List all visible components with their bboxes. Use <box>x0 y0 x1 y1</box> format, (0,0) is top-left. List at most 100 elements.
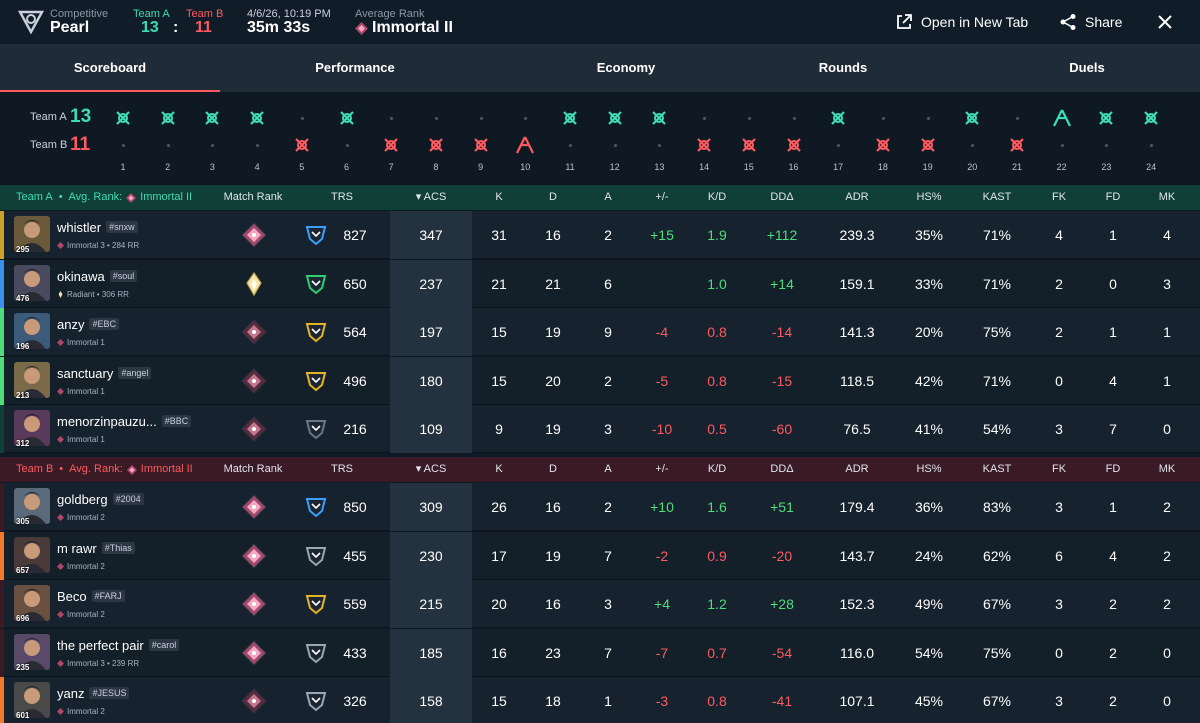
player-name-block[interactable]: the perfect pair #carol <box>57 637 180 653</box>
round-empty-dot <box>524 117 528 120</box>
player-name[interactable]: m rawr <box>57 540 97 556</box>
column-header-d[interactable]: D <box>549 191 557 203</box>
player-name-block[interactable]: whistler #snxw <box>57 220 138 235</box>
column-header-a[interactable]: A <box>604 463 612 475</box>
player-name-block[interactable]: anzy #EBC <box>57 317 119 332</box>
column-header-a[interactable]: A <box>604 191 612 203</box>
player-name[interactable]: the perfect pair <box>57 637 144 653</box>
tab-economy[interactable]: Economy <box>596 60 656 75</box>
player-name[interactable]: anzy <box>57 317 85 332</box>
stat-acs: 309 <box>419 499 443 515</box>
round-empty-dot <box>658 144 662 147</box>
stat-d: 19 <box>545 324 561 340</box>
close-icon[interactable] <box>1158 15 1172 29</box>
column-header-mk[interactable]: MK <box>1158 463 1176 475</box>
immortal-rank-icon <box>241 494 267 520</box>
player-row[interactable]: 696 Beco #FARJ Immortal 2 559 215 20 16 3 +4 1.2 +2… <box>0 580 1200 628</box>
player-rank-text: Immortal 2 <box>67 610 105 619</box>
column-header-fd[interactable]: FD <box>1105 463 1121 475</box>
player-name[interactable]: menorzinpauzu... <box>57 414 157 429</box>
player-name-block[interactable]: menorzinpauzu... #BBC <box>57 414 192 429</box>
player-name[interactable]: sanctuary <box>57 365 114 381</box>
round-number: 16 <box>788 162 799 172</box>
column-header-match-rank[interactable]: Match Rank <box>223 191 283 203</box>
player-name[interactable]: yanz <box>57 686 85 701</box>
column-header-fk[interactable]: FK <box>1051 463 1067 475</box>
share-button[interactable]: Share <box>1059 11 1122 33</box>
stat-fk: 3 <box>1055 499 1063 515</box>
player-name-block[interactable]: Beco #FARJ <box>57 589 125 604</box>
column-header-k[interactable]: K <box>495 463 503 475</box>
player-row[interactable]: 213 sanctuary #angel Immortal 1 496 180 15 20 2 -… <box>0 356 1200 405</box>
column-header-mk[interactable]: MK <box>1158 191 1176 203</box>
column-header-hs[interactable]: HS% <box>916 191 942 203</box>
tab-scoreboard[interactable]: Scoreboard <box>0 44 220 92</box>
player-name-block[interactable]: m rawr #Thias <box>57 541 135 556</box>
player-row[interactable]: 476 okinawa #soul Radiant • 306 RR 650 237 21 2… <box>0 259 1200 308</box>
tab-performance[interactable]: Performance <box>315 60 395 75</box>
tab-rounds[interactable]: Rounds <box>818 60 868 75</box>
stat-hs: 42% <box>914 372 944 389</box>
column-header-kd[interactable]: K/D <box>707 191 727 203</box>
player-row[interactable]: 196 anzy #EBC Immortal 1 564 197 15 19 9 -4 0.8 -14… <box>0 308 1200 356</box>
player-name[interactable]: okinawa <box>57 268 105 284</box>
column-header-trs[interactable]: TRS <box>331 191 353 203</box>
column-header-dd[interactable]: DDΔ <box>770 191 794 203</box>
column-header-k[interactable]: K <box>495 191 503 203</box>
open-new-tab-button[interactable]: Open in New Tab <box>895 11 1028 33</box>
player-row[interactable]: 305 goldberg #2004 Immortal 2 850 309 26 16 2 +10… <box>0 483 1200 531</box>
column-header-fd[interactable]: FD <box>1105 191 1121 203</box>
player-name-block[interactable]: sanctuary #angel <box>57 365 152 381</box>
immortal-rank-icon <box>57 659 64 667</box>
immortal-rank-icon <box>57 387 64 395</box>
round-number: 5 <box>299 162 305 172</box>
round-elimination-icon <box>876 138 890 152</box>
tab-duels[interactable]: Duels <box>1069 60 1105 75</box>
column-header-fk[interactable]: FK <box>1051 191 1067 203</box>
column-header-acs[interactable]: ▾ ACS <box>401 457 461 482</box>
player-name[interactable]: whistler <box>57 220 102 235</box>
column-header-dd[interactable]: DDΔ <box>770 463 794 475</box>
player-name-block[interactable]: yanz #JESUS <box>57 686 130 701</box>
trs-badge-icon <box>305 323 327 343</box>
player-row[interactable]: 657 m rawr #Thias Immortal 2 455 230 17 19 7 -2 0.… <box>0 531 1200 580</box>
column-header-match-rank[interactable]: Match Rank <box>223 463 283 475</box>
column-header-d[interactable]: D <box>549 463 557 475</box>
column-header-kast[interactable]: KAST <box>982 463 1012 475</box>
player-name[interactable]: goldberg <box>57 492 108 507</box>
column-header-kast[interactable]: KAST <box>982 191 1012 203</box>
timeline-team-a-score: 13 <box>70 106 92 127</box>
stat-adr: 118.5 <box>840 372 874 389</box>
stat-a: 3 <box>604 596 612 612</box>
stat-k: 15 <box>491 693 507 709</box>
column-header-trs[interactable]: TRS <box>331 463 353 475</box>
external-link-icon <box>897 14 912 29</box>
column-header-hs[interactable]: HS% <box>916 463 942 475</box>
player-rank: Immortal 3 • 239 RR <box>57 659 139 668</box>
column-header-acs[interactable]: ▾ ACS <box>401 185 461 210</box>
player-name-block[interactable]: goldberg #2004 <box>57 492 144 507</box>
stat-mk: 1 <box>1163 372 1171 389</box>
round-number: 24 <box>1146 162 1157 172</box>
stat-a: 2 <box>604 227 612 243</box>
column-header-pm[interactable]: +/- <box>655 463 669 475</box>
column-header-kd[interactable]: K/D <box>707 463 727 475</box>
stat-trs: 850 <box>343 499 367 515</box>
player-name[interactable]: Beco <box>57 589 87 604</box>
stat-adr: 141.3 <box>839 324 875 340</box>
player-level: 601 <box>16 711 30 720</box>
column-header-pm[interactable]: +/- <box>655 191 669 203</box>
column-header-adr[interactable]: ADR <box>845 191 869 203</box>
stat-fk: 4 <box>1055 227 1063 243</box>
player-row[interactable]: 235 the perfect pair #carol Immortal 3 • 23… <box>0 628 1200 677</box>
team-a-avg-rank: Immortal II <box>140 191 193 203</box>
column-header-adr[interactable]: ADR <box>845 463 869 475</box>
stat-k: 20 <box>491 596 507 612</box>
player-row[interactable]: 601 yanz #JESUS Immortal 2 326 158 15 18 1 -3 0.8 -… <box>0 677 1200 723</box>
agent-avatar <box>14 361 50 398</box>
player-name-block[interactable]: okinawa #soul <box>57 268 138 284</box>
player-level: 476 <box>16 293 30 303</box>
player-row[interactable]: 312 menorzinpauzu... #BBC Immortal 1 216 109 9… <box>0 405 1200 453</box>
player-row[interactable]: 295 whistler #snxw Immortal 3 • 284 RR 827 34… <box>0 211 1200 259</box>
stat-kast: 83% <box>982 499 1012 515</box>
